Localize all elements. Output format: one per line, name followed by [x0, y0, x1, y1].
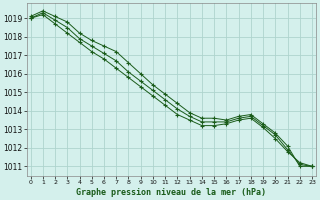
X-axis label: Graphe pression niveau de la mer (hPa): Graphe pression niveau de la mer (hPa)	[76, 188, 266, 197]
